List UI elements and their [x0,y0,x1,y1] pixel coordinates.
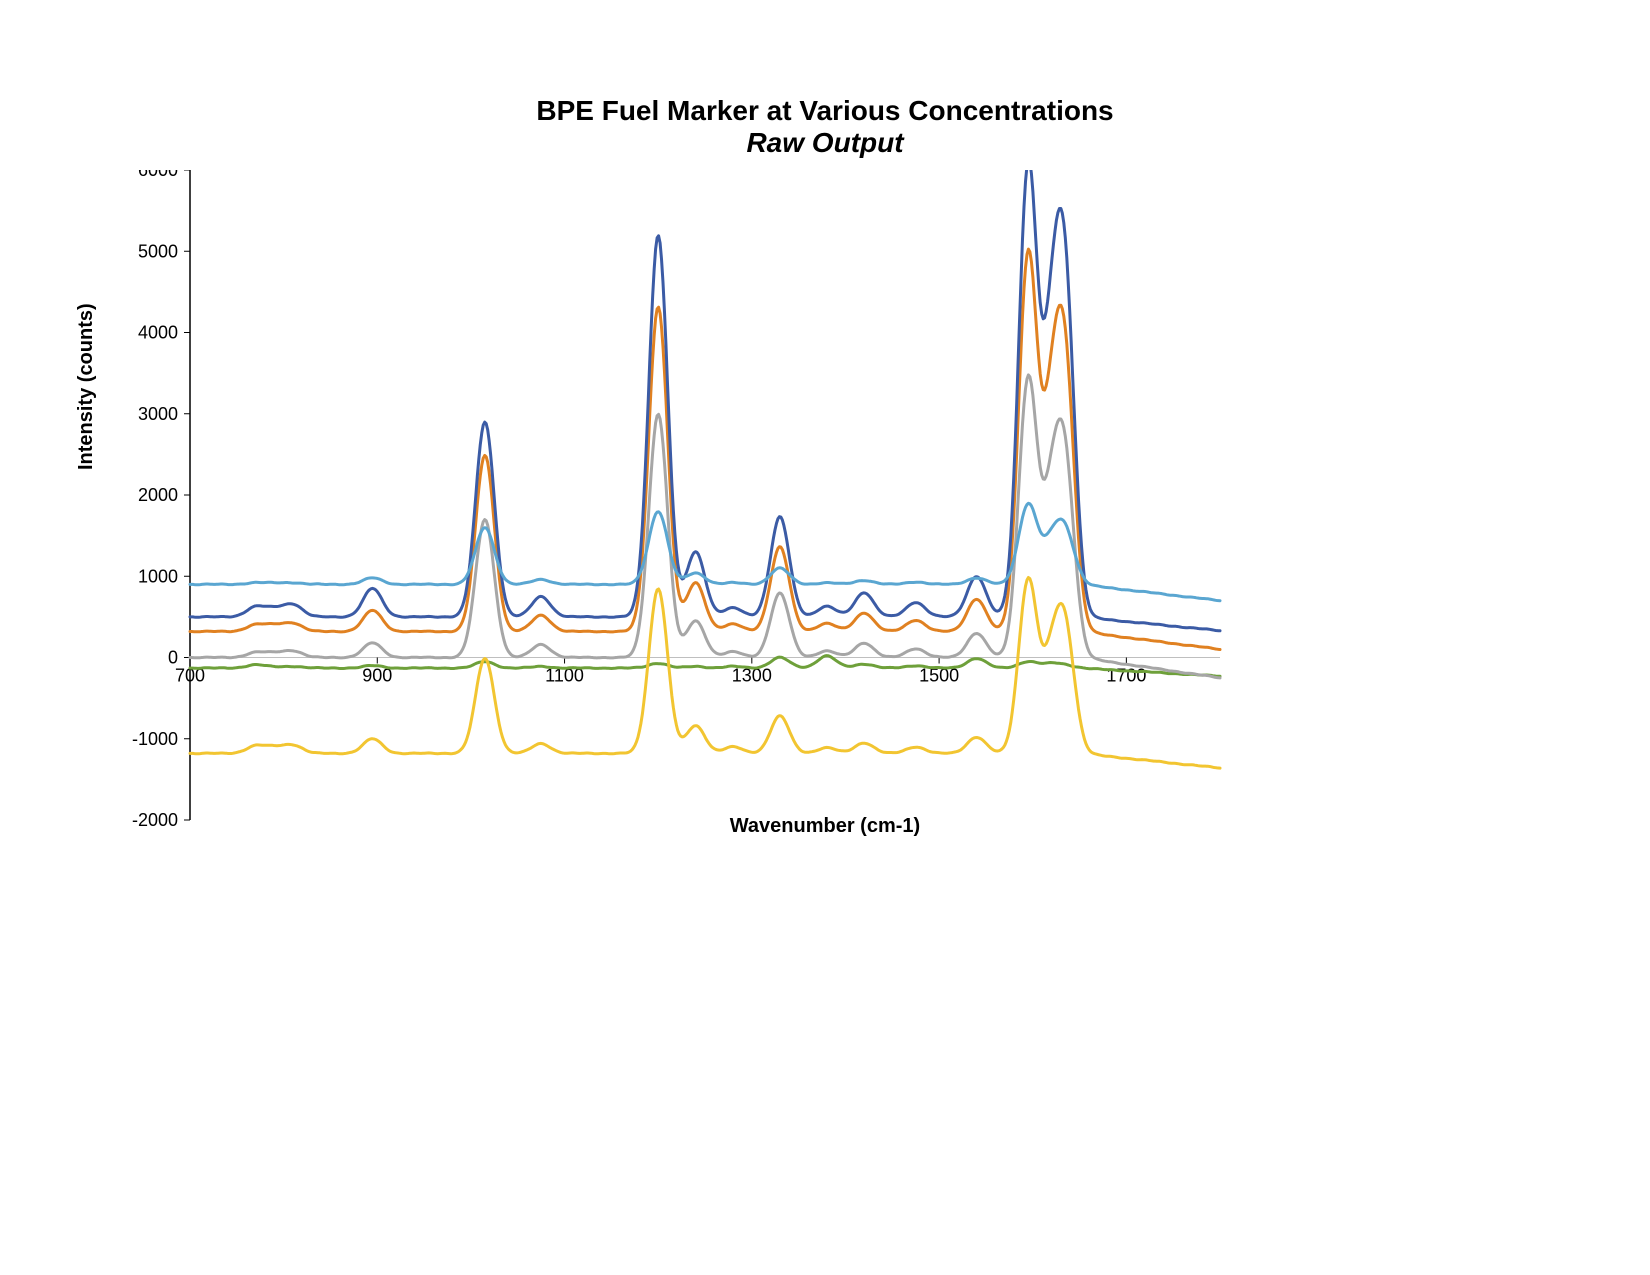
page: BPE Fuel Marker at Various Concentration… [0,0,1650,1275]
chart-title-block: BPE Fuel Marker at Various Concentration… [0,95,1650,159]
svg-text:1000: 1000 [138,566,178,586]
series-lightblue [190,503,1220,600]
chart-title: BPE Fuel Marker at Various Concentration… [0,95,1650,127]
svg-text:6000: 6000 [138,170,178,180]
chart-svg: -2000-1000010002000300040005000600070090… [120,170,1320,870]
chart-area: -2000-1000010002000300040005000600070090… [120,170,1320,870]
svg-text:5000: 5000 [138,241,178,261]
svg-text:-2000: -2000 [132,810,178,830]
svg-text:-1000: -1000 [132,729,178,749]
svg-text:2000: 2000 [138,485,178,505]
series-darkblue [190,170,1220,631]
svg-text:0: 0 [168,648,178,668]
svg-text:4000: 4000 [138,323,178,343]
y-axis-label: Intensity (counts) [75,303,98,470]
chart-subtitle: Raw Output [0,127,1650,159]
svg-text:3000: 3000 [138,404,178,424]
